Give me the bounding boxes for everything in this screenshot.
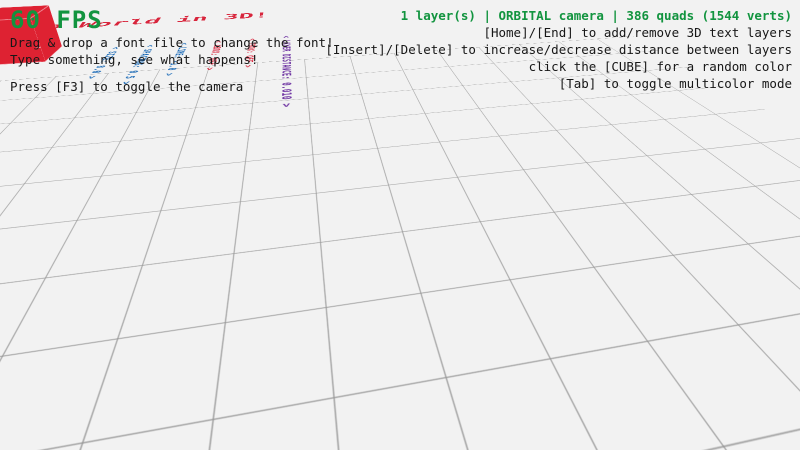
grid-floor: Hello World in 3D! All the text displaye…: [0, 5, 800, 450]
param-size[interactable]: < SIZE: 8.0 >: [83, 46, 123, 80]
param-lbox[interactable]: < LBOX: OFF >: [202, 40, 225, 71]
clickable-cube[interactable]: [0, 5, 63, 66]
param-tbox[interactable]: < TBOX: OFF >: [241, 38, 259, 69]
param-layer-distance[interactable]: < LAYER DISTANCE: 0.010 >: [278, 35, 296, 108]
param-line[interactable]: < LINE: -1.0 >: [161, 42, 191, 77]
param-spacing[interactable]: < SPACING: 0.5 >: [117, 44, 157, 85]
